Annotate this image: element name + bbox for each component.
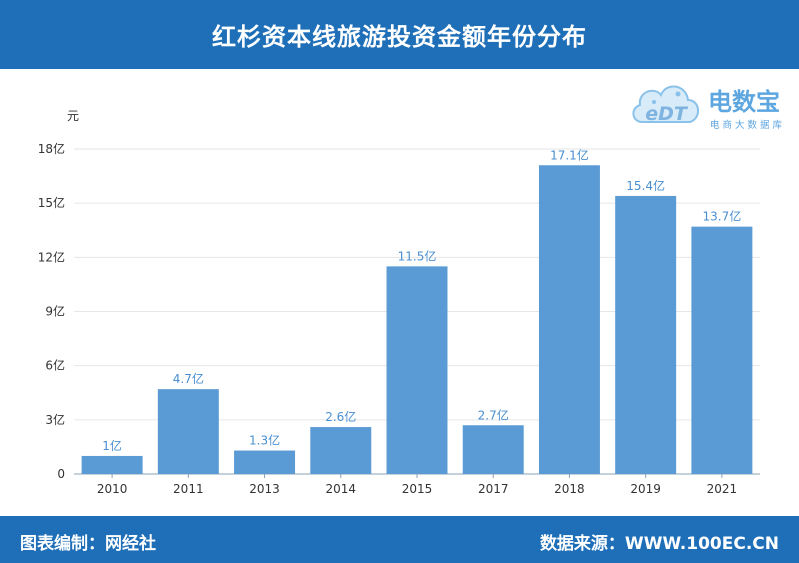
y-tick-label: 9亿 [45, 304, 65, 319]
bar [234, 450, 296, 474]
y-tick-label: 0 [57, 467, 65, 481]
y-tick-label: 15亿 [38, 195, 65, 210]
bar [81, 455, 143, 474]
logo-mark-text: eDT [645, 103, 689, 125]
x-tick-label: 2021 [707, 482, 738, 496]
y-tick-label: 18亿 [38, 141, 65, 156]
x-tick-label: 2011 [173, 482, 204, 496]
bar [538, 165, 600, 474]
data-label: 15.4亿 [626, 178, 665, 193]
footer-bar: 图表编制：网经社 数据来源：WWW.100EC.CN [0, 516, 799, 563]
y-axis-unit-label: 元 [67, 109, 79, 123]
data-label: 2.7亿 [478, 407, 509, 422]
footer-source: 数据来源：WWW.100EC.CN [539, 534, 779, 554]
logo-brand-text: 电数宝 [708, 88, 780, 116]
cloud-logo-icon: eDT [632, 85, 699, 125]
x-tick-label: 2014 [326, 482, 357, 496]
y-tick-label: 6亿 [45, 358, 65, 373]
data-label: 1.3亿 [249, 433, 280, 448]
data-label: 1亿 [102, 438, 122, 453]
data-label: 13.7亿 [703, 209, 742, 224]
data-label: 11.5亿 [398, 248, 437, 263]
x-tick-label: 2010 [97, 482, 128, 496]
bar [691, 226, 753, 474]
x-tick-label: 2017 [478, 482, 509, 496]
x-tick-label: 2018 [554, 482, 585, 496]
bar [462, 425, 524, 474]
footer-compiler: 图表编制：网经社 [20, 534, 156, 554]
bar [615, 195, 677, 474]
chart-title: 红杉资本线旅游投资金额年份分布 [212, 23, 587, 51]
x-tick-label: 2019 [630, 482, 661, 496]
x-tick-label: 2013 [249, 482, 280, 496]
bar [386, 266, 448, 474]
data-label: 2.6亿 [325, 409, 356, 424]
data-label: 17.1亿 [550, 147, 589, 162]
logo: eDT 电数宝 电商大数据库 [632, 85, 785, 131]
bar [310, 427, 372, 474]
header-bar: 红杉资本线旅游投资金额年份分布 [0, 0, 799, 69]
bar [157, 389, 219, 474]
bar-chart: 元 0 3亿 6亿 9亿 12亿 15亿 18亿 1亿 2010 4.7亿 2011 1.3亿 2013 2… [38, 109, 760, 496]
data-label: 4.7亿 [173, 371, 204, 386]
x-tick-label: 2015 [402, 482, 433, 496]
y-tick-label: 3亿 [45, 412, 65, 427]
logo-sub-text: 电商大数据库 [710, 119, 785, 131]
y-tick-label: 12亿 [38, 249, 65, 264]
